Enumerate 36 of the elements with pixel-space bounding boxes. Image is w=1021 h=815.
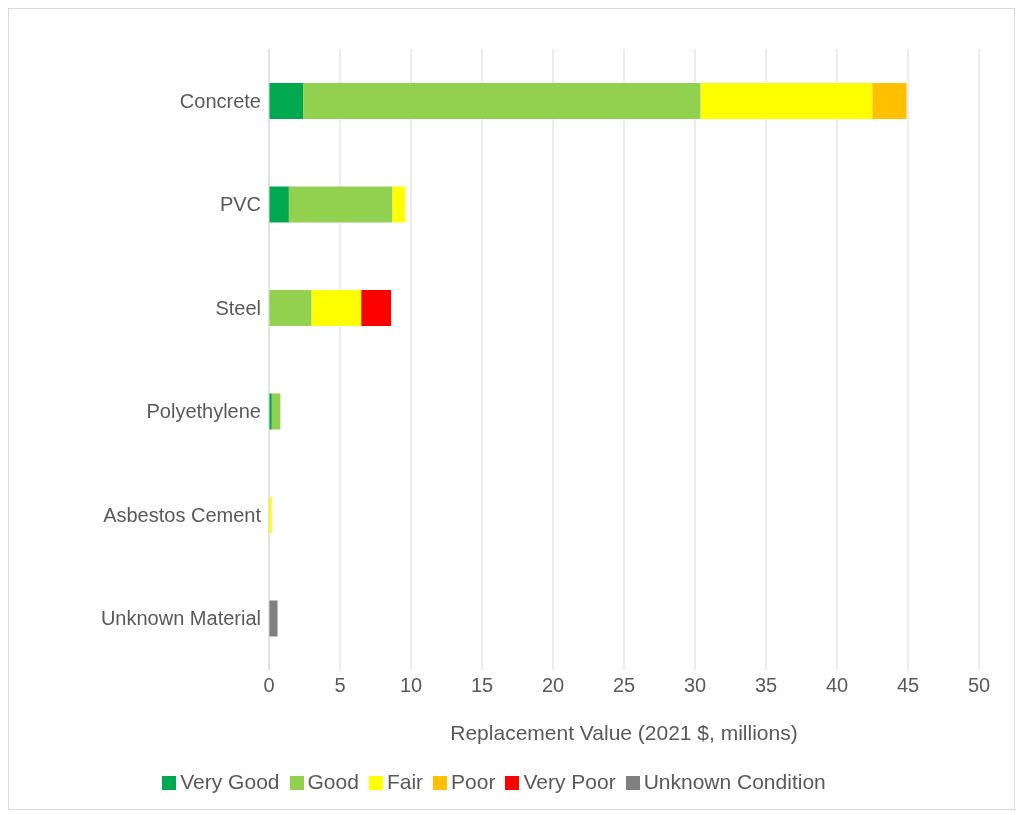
x-tick-label: 45 xyxy=(896,674,920,697)
y-tick-label: Asbestos Cement xyxy=(103,503,262,526)
bar xyxy=(269,186,289,223)
legend-label: Good xyxy=(307,770,359,793)
bar xyxy=(303,83,701,119)
bar xyxy=(392,186,406,223)
x-tick-label: 30 xyxy=(683,674,707,697)
x-tick-label: 20 xyxy=(541,674,565,697)
x-tick-label: 15 xyxy=(470,674,494,697)
bar xyxy=(269,83,304,119)
bar xyxy=(269,600,278,637)
bar xyxy=(872,83,907,119)
x-tick-label: 5 xyxy=(334,674,346,697)
legend-label: Fair xyxy=(386,770,424,793)
legend-label: Poor xyxy=(451,770,496,793)
legend-label: Unknown Condition xyxy=(643,770,826,793)
bar xyxy=(361,290,392,326)
y-tick-label: Unknown Material xyxy=(100,607,261,630)
y-tick-label: Polyethylene xyxy=(146,400,261,423)
x-tick-label: 0 xyxy=(263,674,275,697)
y-tick-label: PVC xyxy=(219,193,261,216)
x-axis-title: Replacement Value (2021 $, millions) xyxy=(450,721,798,744)
x-tick-label: 35 xyxy=(754,674,778,697)
bar xyxy=(271,393,281,430)
legend-label: Very Poor xyxy=(523,770,616,793)
y-tick-label: Steel xyxy=(215,296,261,319)
x-tick-label: 25 xyxy=(612,674,636,697)
bar xyxy=(311,290,362,326)
bar xyxy=(700,83,873,119)
x-tick-label: 10 xyxy=(399,674,423,697)
legend-label: Very Good xyxy=(180,770,280,793)
x-tick-label: 40 xyxy=(825,674,849,697)
bar xyxy=(288,186,393,223)
x-tick-label: 50 xyxy=(967,674,991,697)
y-tick-label: Concrete xyxy=(179,89,261,112)
bar xyxy=(269,290,312,326)
